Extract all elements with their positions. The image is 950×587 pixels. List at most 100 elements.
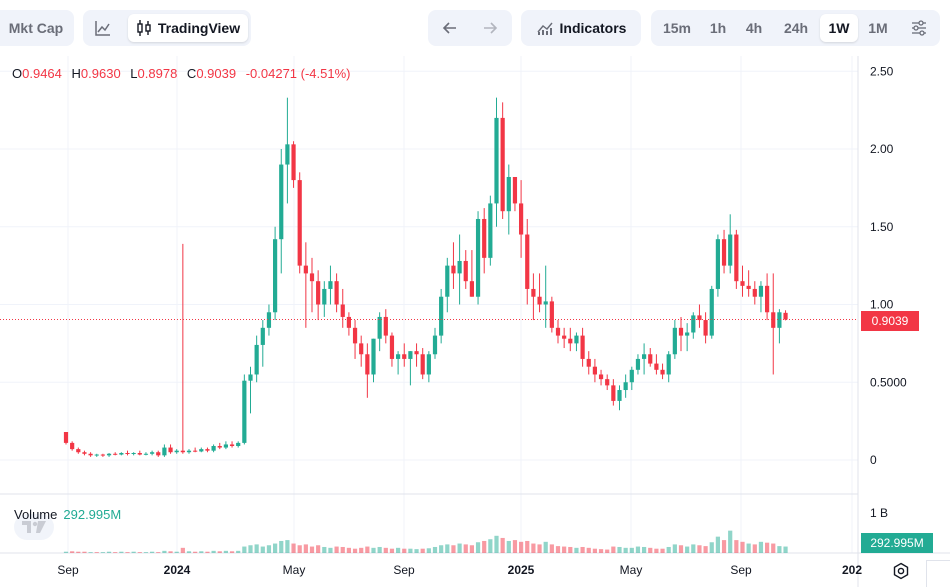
volume-bar bbox=[279, 540, 284, 553]
candle bbox=[236, 441, 241, 448]
candle bbox=[475, 211, 481, 305]
candle-body bbox=[475, 218, 481, 297]
candle-body bbox=[494, 117, 499, 204]
volume-bar bbox=[309, 546, 315, 553]
chart-settings-button[interactable] bbox=[904, 14, 934, 42]
line-chart-button[interactable] bbox=[87, 14, 119, 42]
redo-button[interactable] bbox=[472, 14, 508, 42]
candle bbox=[728, 214, 733, 274]
candle-body bbox=[728, 234, 733, 266]
undo-button[interactable] bbox=[432, 14, 468, 42]
volume-bar bbox=[765, 542, 770, 553]
change-value: -0.04271 (-4.51%) bbox=[245, 66, 351, 81]
candle-body bbox=[672, 327, 677, 355]
close-value: 0.9039 bbox=[196, 66, 237, 81]
volume-bar bbox=[217, 551, 222, 553]
time-axis-label: 2024 bbox=[164, 563, 191, 577]
candle bbox=[106, 453, 112, 457]
volume-bar bbox=[229, 551, 235, 553]
candle bbox=[371, 338, 376, 383]
candle-body bbox=[119, 453, 124, 455]
tradingview-label: TradingView bbox=[157, 20, 241, 36]
candle-body bbox=[414, 351, 419, 355]
price-chart[interactable]: 0 0.5000 1.00 1.50 2.00 2.50 1 B Sep 2024 May Sep 2… bbox=[0, 56, 950, 587]
volume-bar bbox=[715, 536, 720, 553]
candle-body bbox=[205, 449, 210, 451]
interval-1m[interactable]: 1M bbox=[868, 20, 888, 36]
chart-toolbar: Mkt Cap TradingView bbox=[0, 0, 950, 56]
volume-bar bbox=[580, 546, 585, 553]
candle-body bbox=[488, 203, 493, 258]
volume-bar bbox=[242, 546, 247, 553]
volume-bar bbox=[740, 541, 745, 553]
candle bbox=[414, 343, 419, 367]
volume-bar bbox=[721, 540, 727, 553]
candle-body bbox=[193, 450, 198, 452]
interval-1h[interactable]: 1h bbox=[709, 20, 727, 36]
chart-type-group: TradingView bbox=[83, 10, 251, 46]
candle-body bbox=[408, 351, 413, 359]
candle-body bbox=[758, 285, 764, 297]
candle-body bbox=[654, 363, 659, 370]
volume-bar bbox=[555, 546, 561, 553]
volume-bar bbox=[223, 550, 228, 553]
candle-body bbox=[506, 176, 511, 212]
candle bbox=[70, 441, 75, 451]
candle bbox=[279, 149, 284, 274]
candle-body bbox=[709, 288, 714, 336]
candle bbox=[402, 343, 407, 367]
interval-15m[interactable]: 15m bbox=[662, 20, 692, 36]
candle bbox=[285, 97, 290, 204]
mkt-cap-button[interactable]: Mkt Cap bbox=[8, 20, 64, 36]
candle bbox=[592, 358, 597, 383]
last-price-tag: 0.9039 bbox=[861, 311, 919, 331]
interval-4h[interactable]: 4h bbox=[745, 20, 763, 36]
candle-body bbox=[88, 453, 93, 456]
open-value: 0.9464 bbox=[22, 66, 62, 81]
interval-24h[interactable]: 24h bbox=[783, 20, 809, 36]
candle bbox=[322, 281, 327, 317]
volume-bar bbox=[100, 552, 105, 553]
candle bbox=[137, 450, 142, 456]
tradingview-logo[interactable] bbox=[14, 514, 54, 540]
volume-bar bbox=[143, 552, 149, 553]
candle-body bbox=[125, 453, 130, 455]
volume-bar bbox=[771, 543, 776, 553]
candle bbox=[642, 343, 647, 375]
volume-bar bbox=[519, 541, 524, 553]
candle-body bbox=[180, 450, 185, 453]
line-chart-icon bbox=[95, 21, 110, 36]
candle bbox=[309, 257, 315, 313]
candle bbox=[586, 351, 591, 375]
volume-bar bbox=[322, 546, 327, 553]
volume-bar bbox=[260, 546, 265, 553]
candle-body bbox=[82, 452, 87, 454]
volume-bar bbox=[777, 546, 782, 553]
candle bbox=[765, 273, 770, 321]
volume-bar bbox=[383, 547, 388, 553]
volume-bar bbox=[359, 547, 364, 553]
candle-body bbox=[642, 354, 647, 359]
mkt-cap-group: Mkt Cap bbox=[0, 10, 74, 46]
chart-corner bbox=[926, 560, 950, 587]
volume-bar bbox=[119, 551, 124, 553]
high-value: 0.9630 bbox=[80, 66, 121, 81]
volume-bar bbox=[266, 545, 272, 553]
candle-body bbox=[715, 239, 720, 289]
volume-bar bbox=[236, 550, 241, 553]
axis-settings-button[interactable] bbox=[890, 560, 912, 582]
interval-1w[interactable]: 1W bbox=[820, 14, 858, 42]
candle bbox=[758, 281, 764, 313]
volume-bar bbox=[648, 547, 653, 553]
candle-body bbox=[137, 453, 142, 455]
volume-bar bbox=[592, 548, 597, 553]
candle-body bbox=[291, 144, 296, 181]
volume-bar bbox=[549, 544, 554, 553]
price-axis-label: 2.00 bbox=[870, 142, 894, 156]
candle-body bbox=[106, 453, 112, 456]
indicators-group: Indicators bbox=[521, 10, 641, 46]
indicators-button[interactable]: Indicators bbox=[525, 14, 637, 42]
volume-bar bbox=[488, 539, 493, 553]
tradingview-button[interactable]: TradingView bbox=[128, 14, 248, 42]
candle-body bbox=[752, 288, 757, 297]
